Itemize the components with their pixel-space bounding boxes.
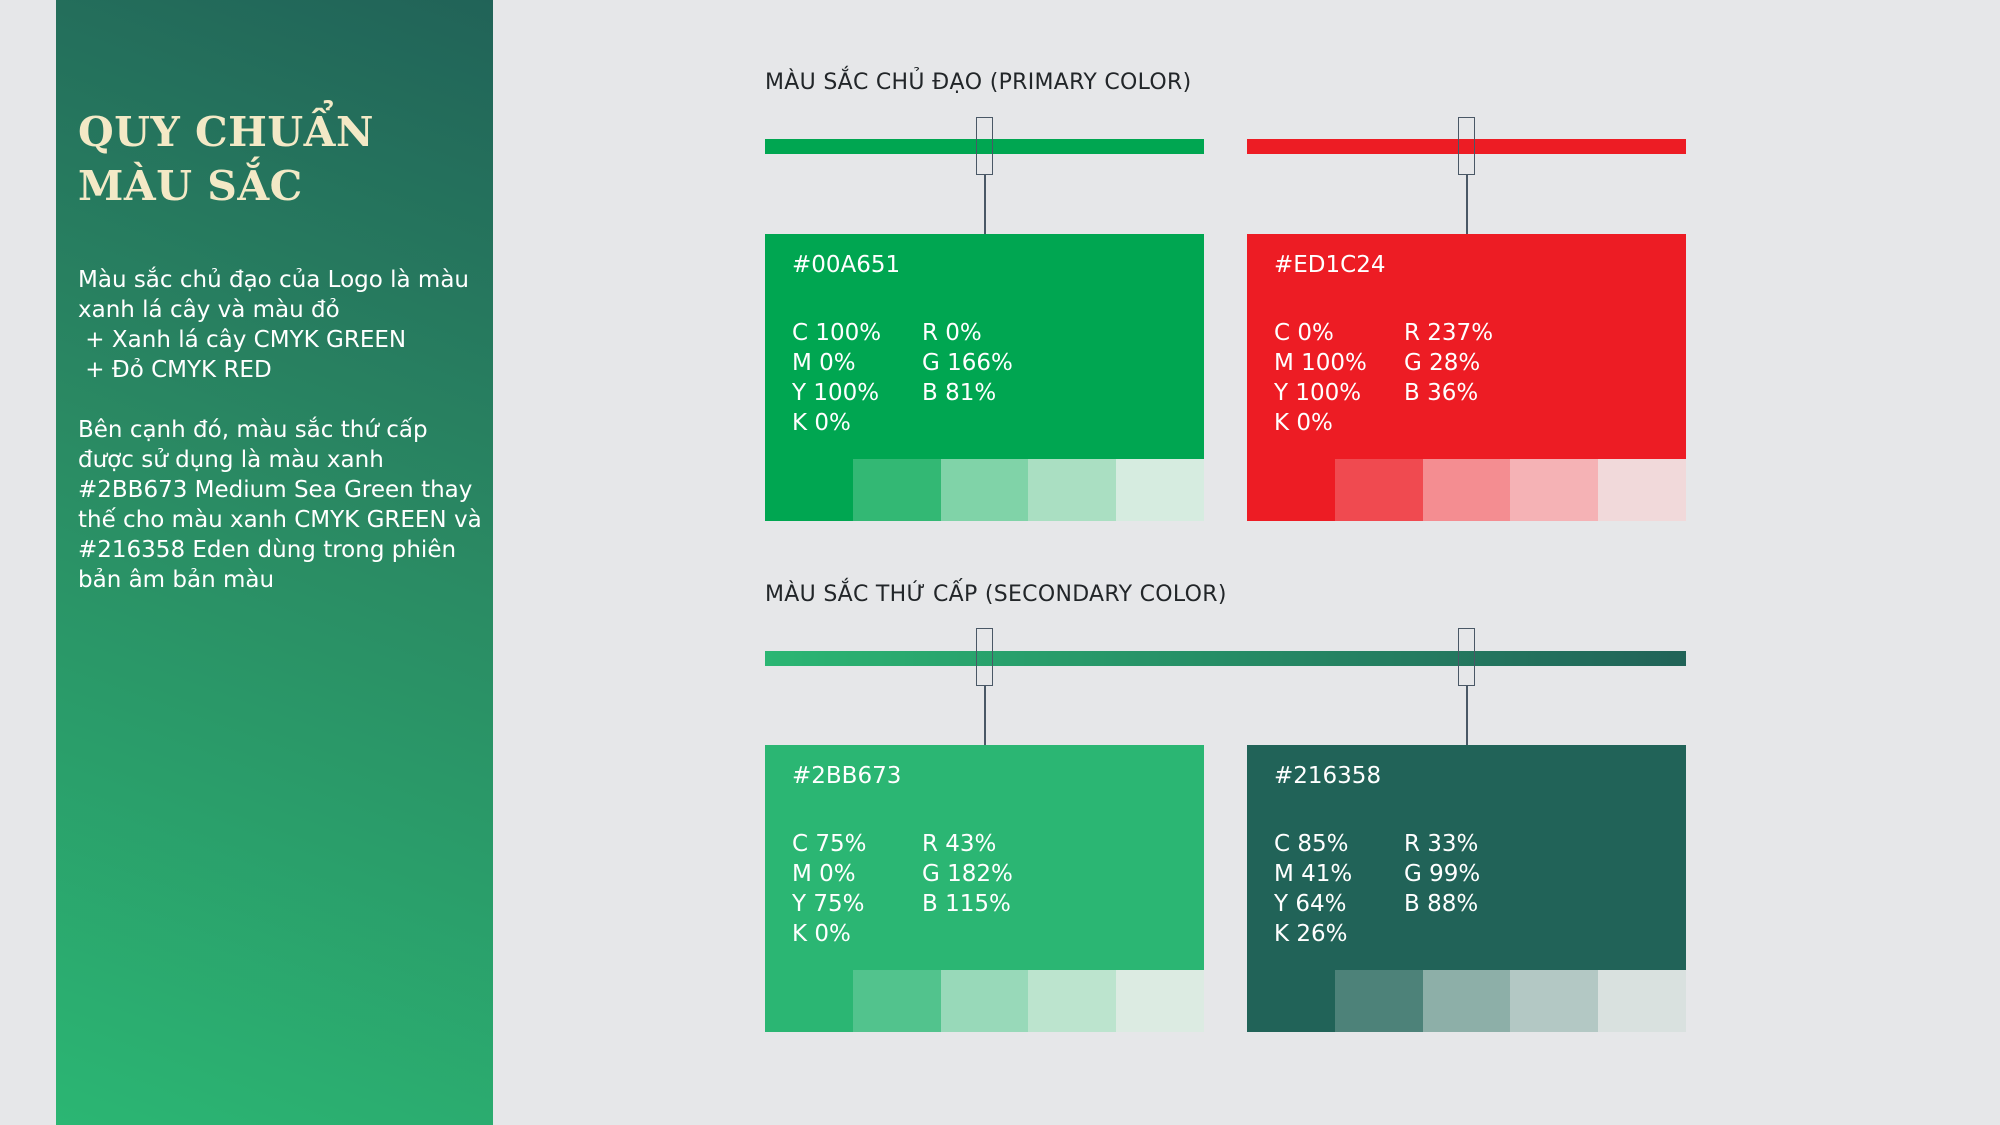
tint-strip-seagreen xyxy=(765,970,1204,1032)
tint-swatch xyxy=(1116,459,1204,521)
eden-connector xyxy=(1466,686,1468,745)
tint-strip-eden xyxy=(1247,970,1686,1032)
tint-swatch xyxy=(940,459,1029,521)
cmyk-c: C 100% xyxy=(792,320,882,346)
color-card-red: #ED1C24 C 0% M 100% Y 100% K 0% R 237% G… xyxy=(1247,234,1686,459)
tint-swatch xyxy=(1334,459,1423,521)
cmyk-m: M 0% xyxy=(792,350,856,376)
tint-swatch xyxy=(1422,459,1511,521)
desc-line: Bên cạnh đó, màu sắc thứ cấp xyxy=(78,417,428,443)
cmyk-m: M 100% xyxy=(1274,350,1367,376)
cmyk-values: C 85% M 41% Y 64% K 26% xyxy=(1274,829,1352,949)
tint-swatch xyxy=(1028,970,1117,1032)
title-line-2: MÀU SẮC xyxy=(78,162,303,210)
sidebar-panel: QUY CHUẨN MÀU SẮC Màu sắc chủ đạo của Lo… xyxy=(56,0,493,1125)
tint-swatch xyxy=(1247,459,1335,521)
tint-strip-green xyxy=(765,459,1204,521)
tint-swatch xyxy=(765,970,853,1032)
cmyk-values: C 100% M 0% Y 100% K 0% xyxy=(792,318,881,438)
rgb-b: B 88% xyxy=(1404,891,1479,917)
desc-line: #2BB673 Medium Sea Green thay xyxy=(78,477,473,503)
color-card-eden: #216358 C 85% M 41% Y 64% K 26% R 33% G … xyxy=(1247,745,1686,970)
desc-line: thế cho màu xanh CMYK GREEN và xyxy=(78,507,482,533)
desc-line: + Đỏ CMYK RED xyxy=(78,357,272,383)
rgb-g: G 28% xyxy=(1404,350,1481,376)
tint-swatch xyxy=(1247,970,1335,1032)
tint-swatch xyxy=(1334,970,1423,1032)
tint-swatch xyxy=(852,970,941,1032)
seagreen-bar-marker xyxy=(976,628,993,686)
hex-code: #216358 xyxy=(1274,763,1382,789)
cmyk-k: K 0% xyxy=(792,410,851,436)
rgb-b: B 81% xyxy=(922,380,997,406)
tint-swatch xyxy=(1116,970,1204,1032)
rgb-b: B 36% xyxy=(1404,380,1479,406)
description: Màu sắc chủ đạo của Logo là màu xanh lá … xyxy=(78,265,488,595)
rgb-values: R 43% G 182% B 115% xyxy=(922,829,1013,919)
hex-code: #ED1C24 xyxy=(1274,252,1386,278)
desc-line: xanh lá cây và màu đỏ xyxy=(78,297,340,323)
hex-code: #2BB673 xyxy=(792,763,902,789)
secondary-section-label: MÀU SẮC THỨ CẤP (SECONDARY COLOR) xyxy=(765,582,1227,607)
tint-swatch xyxy=(765,459,853,521)
tint-swatch xyxy=(1510,970,1599,1032)
tint-swatch xyxy=(1422,970,1511,1032)
rgb-values: R 237% G 28% B 36% xyxy=(1404,318,1493,408)
color-card-green: #00A651 C 100% M 0% Y 100% K 0% R 0% G 1… xyxy=(765,234,1204,459)
green-bar-marker xyxy=(976,117,993,175)
rgb-values: R 33% G 99% B 88% xyxy=(1404,829,1480,919)
tint-swatch xyxy=(1598,970,1686,1032)
desc-line: bản âm bản màu xyxy=(78,567,275,593)
desc-line: #216358 Eden dùng trong phiên xyxy=(78,537,457,563)
title-line-1: QUY CHUẨN xyxy=(78,108,374,156)
red-connector xyxy=(1466,175,1468,234)
cmyk-y: Y 100% xyxy=(1274,380,1362,406)
tint-swatch xyxy=(1028,459,1117,521)
tint-swatch xyxy=(1598,459,1686,521)
tint-swatch xyxy=(940,970,1029,1032)
color-card-seagreen: #2BB673 C 75% M 0% Y 75% K 0% R 43% G 18… xyxy=(765,745,1204,970)
desc-line: Màu sắc chủ đạo của Logo là màu xyxy=(78,267,470,293)
rgb-g: G 166% xyxy=(922,350,1013,376)
primary-green-bar xyxy=(765,139,1204,154)
cmyk-values: C 75% M 0% Y 75% K 0% xyxy=(792,829,867,949)
green-connector xyxy=(984,175,986,234)
secondary-gradient-bar xyxy=(765,651,1686,666)
tint-swatch xyxy=(852,459,941,521)
primary-red-bar xyxy=(1247,139,1686,154)
paragraph-gap xyxy=(78,385,488,415)
cmyk-m: M 41% xyxy=(1274,861,1353,887)
rgb-values: R 0% G 166% B 81% xyxy=(922,318,1013,408)
cmyk-y: Y 75% xyxy=(792,891,865,917)
cmyk-k: K 0% xyxy=(1274,410,1333,436)
cmyk-k: K 0% xyxy=(792,921,851,947)
rgb-r: R 43% xyxy=(922,831,997,857)
tint-strip-red xyxy=(1247,459,1686,521)
hex-code: #00A651 xyxy=(792,252,901,278)
rgb-b: B 115% xyxy=(922,891,1011,917)
cmyk-y: Y 100% xyxy=(792,380,880,406)
rgb-g: G 182% xyxy=(922,861,1013,887)
page-title: QUY CHUẨN MÀU SẮC xyxy=(78,105,374,213)
red-bar-marker xyxy=(1458,117,1475,175)
seagreen-connector xyxy=(984,686,986,745)
desc-line: + Xanh lá cây CMYK GREEN xyxy=(78,327,407,353)
rgb-r: R 237% xyxy=(1404,320,1494,346)
rgb-r: R 0% xyxy=(922,320,982,346)
cmyk-c: C 0% xyxy=(1274,320,1334,346)
tint-swatch xyxy=(1510,459,1599,521)
eden-bar-marker xyxy=(1458,628,1475,686)
cmyk-k: K 26% xyxy=(1274,921,1348,947)
desc-line: được sử dụng là màu xanh xyxy=(78,447,384,473)
cmyk-y: Y 64% xyxy=(1274,891,1347,917)
primary-section-label: MÀU SẮC CHỦ ĐẠO (PRIMARY COLOR) xyxy=(765,70,1192,95)
cmyk-c: C 75% xyxy=(792,831,867,857)
rgb-g: G 99% xyxy=(1404,861,1481,887)
cmyk-m: M 0% xyxy=(792,861,856,887)
cmyk-c: C 85% xyxy=(1274,831,1349,857)
rgb-r: R 33% xyxy=(1404,831,1479,857)
cmyk-values: C 0% M 100% Y 100% K 0% xyxy=(1274,318,1367,438)
